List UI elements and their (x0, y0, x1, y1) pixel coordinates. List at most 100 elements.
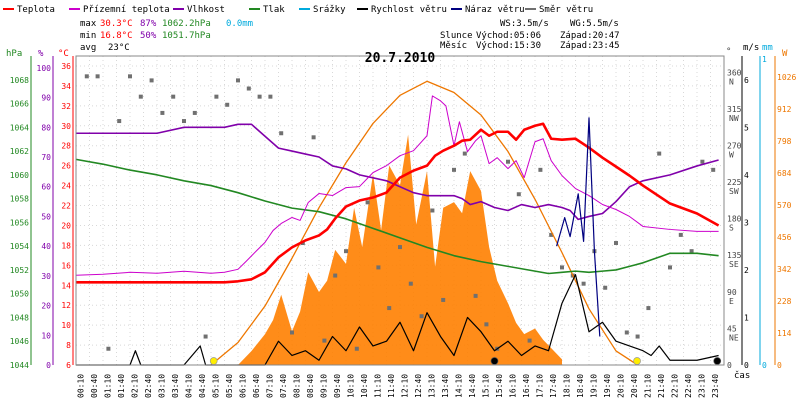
direction-tick-label: 315 (727, 105, 742, 114)
time-tick-label: 03:10 (158, 374, 167, 398)
stat-moon-set: Západ:23:45 (560, 41, 620, 51)
time-tick-label: 12:10 (401, 374, 410, 398)
direction-tick-label: W (729, 150, 734, 159)
time-tick-label: 23:40 (711, 374, 720, 398)
pressure-tick-label: 1050 (10, 290, 29, 299)
wind-direction-point (473, 293, 478, 298)
time-tick-label: 19:40 (603, 374, 612, 398)
wind-direction-point (257, 94, 262, 99)
time-tick-label: 02:40 (144, 374, 153, 398)
wind-direction-point (624, 330, 629, 335)
wind-direction-point (668, 265, 672, 270)
series-layer (75, 74, 722, 366)
stat-precip: 0.0mm (226, 19, 253, 29)
temperature-tick-label: 10 (61, 321, 71, 330)
direction-tick-label: 360 (727, 68, 742, 77)
temperature-unit: °C (58, 49, 69, 59)
wind-direction-point (322, 338, 327, 343)
wind-direction-point (484, 322, 489, 327)
temperature-tick-label: 26 (61, 162, 71, 171)
time-tick-label: 18:40 (576, 374, 585, 398)
wind-direction-point (95, 74, 100, 79)
legend-item-label: Náraz větru (465, 5, 525, 15)
wind-direction-point (387, 306, 392, 311)
temperature-tick-label: 20 (61, 221, 71, 230)
wind-direction-point (678, 232, 683, 237)
stat-sun-rise: Východ:05:06 (476, 31, 541, 41)
stats-block: max 30.3°C 87% 1062.2hPa 0.0mm min 16.8°… (80, 19, 620, 53)
wind-direction-point (549, 232, 554, 237)
stat-min-temp: 16.8°C (100, 31, 133, 41)
legend-item-label: Tlak (263, 5, 285, 15)
wind-direction-point (689, 249, 694, 254)
humidity-tick-label: 20 (41, 302, 51, 311)
time-tick-label: 09:40 (333, 374, 342, 398)
wind-direction-point (344, 249, 348, 254)
temperature-tick-label: 34 (61, 82, 71, 91)
temperature-tick-label: 14 (61, 281, 71, 290)
time-tick-label: 12:40 (414, 374, 423, 398)
time-tick-label: 20:10 (617, 374, 626, 398)
legend-item-label: Srážky (313, 5, 346, 15)
wind-direction-point (430, 208, 435, 213)
time-tick-label: 21:10 (644, 374, 653, 398)
wind-direction-point (84, 74, 89, 79)
wind-direction-point (527, 338, 532, 343)
time-tick-label: 18:10 (563, 374, 572, 398)
chart-title: 20.7.2010 (365, 51, 436, 66)
humidity-tick-label: 10 (41, 331, 51, 340)
radiation-tick-label: 456 (777, 233, 792, 242)
pressure-tick-label: 1052 (10, 266, 29, 275)
stat-sun-label: Slunce (440, 31, 473, 41)
wind-direction-point (516, 192, 521, 197)
pressure-tick-label: 1048 (10, 313, 29, 322)
wind-direction-point (538, 167, 543, 172)
radiation-tick-label: 570 (777, 201, 792, 210)
stat-avg-label: avg (80, 43, 96, 53)
temperature-tick-label: 6 (66, 361, 71, 370)
wind-direction-point (268, 94, 273, 99)
direction-tick-label: 90 (727, 288, 737, 297)
time-tick-label: 00:40 (90, 374, 99, 398)
wind-direction-point (635, 334, 640, 339)
wind-direction-point (203, 334, 208, 339)
legend-item-label: Vlhkost (187, 5, 225, 15)
time-tick-label: 03:40 (171, 374, 180, 398)
stat-moon-rise: Východ:15:30 (476, 41, 541, 51)
wind-direction-point (149, 78, 154, 83)
humidity-tick-label: 100 (37, 64, 52, 73)
humidity-tick-label: 90 (41, 94, 51, 103)
pressure-tick-label: 1054 (10, 242, 29, 251)
pressure-tick-label: 1068 (10, 76, 29, 85)
axes-layer: 1044104610481050105210541056105810601062… (10, 55, 797, 398)
time-tick-label: 14:40 (468, 374, 477, 398)
time-tick-label: 00:10 (77, 374, 86, 398)
wind-direction-point (419, 314, 424, 319)
radiation-tick-label: 912 (777, 105, 792, 114)
radiation-tick-label: 684 (777, 169, 792, 178)
pressure-tick-label: 1056 (10, 218, 29, 227)
pressure-tick-label: 1044 (10, 361, 29, 370)
humidity-tick-label: 60 (41, 183, 51, 192)
radiation-tick-label: 114 (777, 329, 792, 338)
stat-wg: WG:5.5m/s (570, 19, 619, 29)
direction-tick-label: SE (729, 260, 739, 269)
wind-direction-point (646, 306, 651, 311)
wind-direction-point (214, 94, 219, 99)
time-tick-label: 16:10 (509, 374, 518, 398)
ground-temperature-line (75, 95, 719, 276)
temperature-tick-label: 30 (61, 122, 71, 131)
humidity-tick-label: 50 (41, 212, 51, 221)
wind-direction-point (128, 74, 132, 79)
wind-direction-point (506, 159, 510, 164)
radiation-tick-label: 1026 (777, 73, 796, 82)
time-tick-label: 23:10 (698, 374, 707, 398)
radiation-tick-label: 228 (777, 297, 792, 306)
stat-min-press: 1051.7hPa (162, 31, 211, 41)
direction-unit: ° (726, 47, 731, 57)
wind-direction-point (657, 151, 662, 156)
wind-direction-point (290, 330, 294, 335)
wind-direction-point (311, 135, 316, 140)
moonrise-marker (490, 357, 499, 365)
time-tick-label: 17:40 (549, 374, 558, 398)
